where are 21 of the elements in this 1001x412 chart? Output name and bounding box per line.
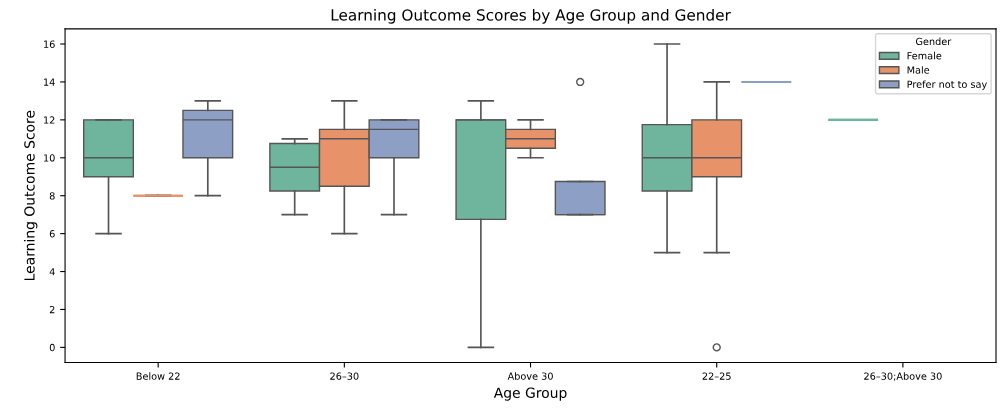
y-tick-label: 6 (49, 230, 55, 238)
legend-title: Gender (915, 37, 952, 46)
x-tick-label: Above 30 (507, 372, 553, 380)
chart-title: Learning Outcome Scores by Age Group and Gender (331, 8, 731, 24)
x-axis-title: Age Group (493, 387, 567, 401)
legend-label: Prefer not to say (907, 80, 987, 90)
legend-label: Male (907, 66, 930, 74)
y-axis-title: Learning Outcome Score (23, 110, 38, 281)
y-tick-label: 10 (44, 154, 55, 162)
y-tick-label: 14 (44, 78, 55, 86)
x-tick-label: Below 22 (136, 372, 180, 380)
x-tick-label: 26–30 (330, 372, 359, 380)
y-tick-label: 8 (49, 192, 55, 200)
y-tick-label: 0 (49, 343, 55, 352)
x-tick-label: 22–25 (702, 372, 731, 380)
x-tick-label: 26–30;Above 30 (864, 372, 942, 381)
y-tick-label: 2 (49, 305, 55, 314)
y-tick-label: 12 (44, 116, 55, 124)
y-tick-label: 4 (49, 268, 55, 276)
legend-label: Female (907, 51, 942, 60)
y-tick-label: 16 (44, 40, 55, 48)
